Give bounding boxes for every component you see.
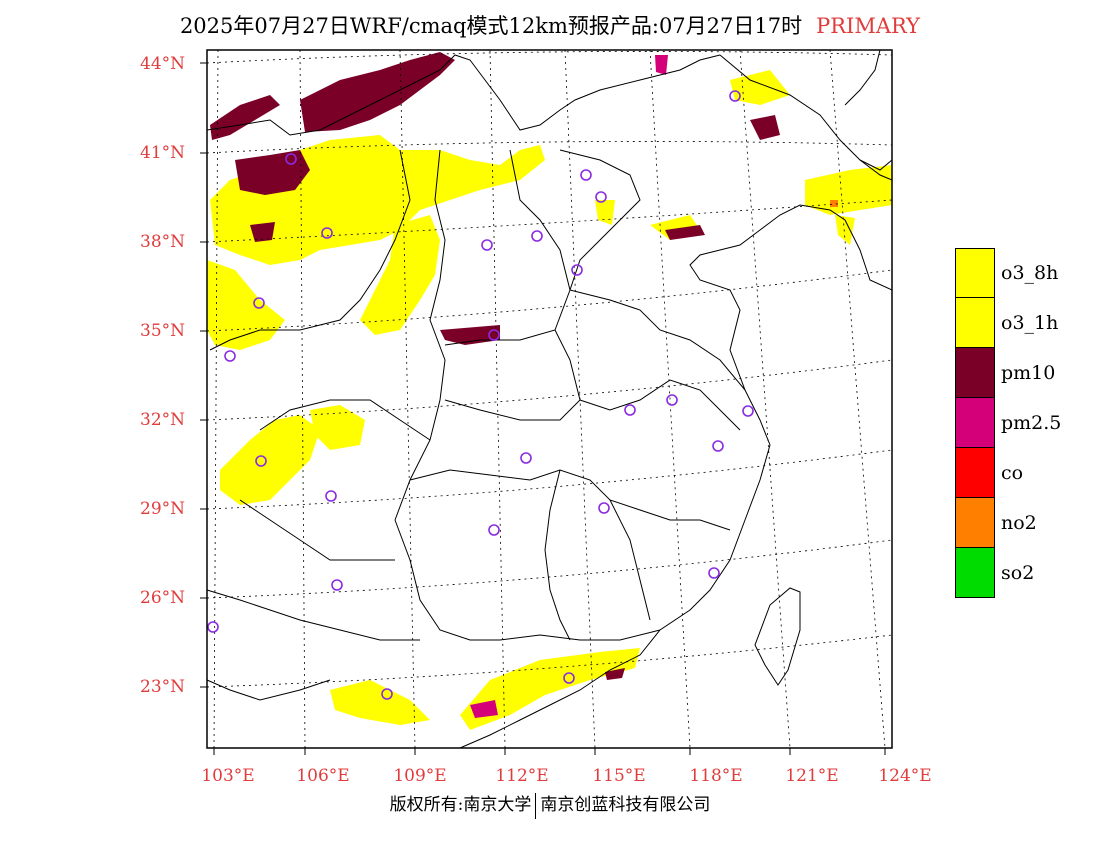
station-marker bbox=[253, 297, 265, 309]
o3-region-korea-south bbox=[835, 215, 855, 245]
station-marker bbox=[580, 169, 592, 181]
station-marker bbox=[321, 227, 333, 239]
lat-label-35: 35°N bbox=[140, 321, 186, 341]
station-marker bbox=[742, 405, 754, 417]
o3-region-west bbox=[207, 260, 285, 350]
legend-swatch bbox=[955, 348, 995, 398]
lon-label-121: 121°E bbox=[785, 766, 839, 786]
station-marker bbox=[520, 452, 532, 464]
station-marker bbox=[325, 490, 337, 502]
footer-separator bbox=[535, 792, 537, 819]
lat-label-32: 32°N bbox=[140, 410, 186, 430]
lon-label-118: 118°E bbox=[689, 766, 743, 786]
pm10-region-mongolia bbox=[300, 52, 455, 132]
legend-swatch bbox=[955, 398, 995, 448]
lon-label-115: 115°E bbox=[592, 766, 646, 786]
station-marker bbox=[563, 672, 575, 684]
station-marker bbox=[595, 191, 607, 203]
pm10-region-hexi bbox=[250, 222, 275, 242]
station-marker bbox=[571, 264, 583, 276]
station-marker bbox=[285, 153, 297, 165]
title-main: 2025年07月27日WRF/cmaq模式12km预报产品:07月27日17时 bbox=[179, 14, 803, 38]
no2-speck bbox=[830, 200, 838, 207]
legend-swatch bbox=[955, 298, 995, 348]
lat-label-38: 38°N bbox=[140, 232, 186, 252]
boundaries bbox=[206, 49, 893, 749]
station-marker bbox=[712, 440, 724, 452]
legend-swatch bbox=[955, 448, 995, 498]
station-marker bbox=[224, 350, 236, 362]
station-marker bbox=[331, 579, 343, 591]
graticule bbox=[206, 49, 893, 749]
station-markers bbox=[207, 90, 754, 700]
o3-region-guangxi bbox=[330, 680, 430, 725]
station-marker bbox=[666, 394, 678, 406]
pm10-region-hebei bbox=[665, 225, 705, 240]
station-marker bbox=[207, 621, 219, 633]
legend-item: pm10 bbox=[955, 348, 1061, 398]
copyright-footer: 版权所有:南京大学 南京创蓝科技有限公司 bbox=[0, 790, 1100, 819]
lat-label-26: 26°N bbox=[140, 588, 186, 608]
legend-item: o3_1h bbox=[955, 298, 1061, 348]
legend-label: so2 bbox=[1001, 562, 1035, 584]
legend-item: co bbox=[955, 448, 1061, 498]
legend-item: o3_8h bbox=[955, 248, 1061, 298]
footer-left: 版权所有:南京大学 bbox=[389, 795, 532, 815]
title-highlight: PRIMARY bbox=[816, 14, 921, 38]
pm10-region-inner bbox=[235, 150, 310, 195]
legend-label: pm10 bbox=[1001, 362, 1056, 384]
legend: o3_8h o3_1h pm10 pm2.5 co no2 so2 bbox=[955, 248, 1061, 598]
pm10-region-south bbox=[605, 668, 625, 680]
lat-label-41: 41°N bbox=[140, 143, 186, 163]
o3-region-beijing bbox=[595, 200, 615, 225]
legend-label: co bbox=[1001, 462, 1024, 484]
o3-region-sichuan bbox=[220, 415, 320, 505]
legend-item: no2 bbox=[955, 498, 1061, 548]
station-marker bbox=[729, 90, 741, 102]
pm25-region-north bbox=[655, 55, 668, 75]
station-marker bbox=[624, 404, 636, 416]
lon-label-112: 112°E bbox=[495, 766, 549, 786]
lon-label-124: 124°E bbox=[878, 766, 932, 786]
o3-region-sichuan-2 bbox=[310, 405, 365, 450]
pm10-region-northwest bbox=[210, 95, 280, 140]
lat-label-29: 29°N bbox=[140, 499, 186, 519]
map-frame bbox=[206, 49, 893, 749]
legend-label: o3_8h bbox=[1001, 262, 1059, 284]
lon-label-103: 103°E bbox=[201, 766, 255, 786]
legend-swatch bbox=[955, 498, 995, 548]
legend-label: o3_1h bbox=[1001, 312, 1059, 334]
station-marker bbox=[481, 239, 493, 251]
legend-label: pm2.5 bbox=[1001, 412, 1062, 434]
legend-item: so2 bbox=[955, 548, 1061, 598]
legend-label: no2 bbox=[1001, 512, 1037, 534]
legend-swatch bbox=[955, 248, 995, 298]
lon-label-106: 106°E bbox=[296, 766, 350, 786]
lon-label-109: 109°E bbox=[393, 766, 447, 786]
station-marker bbox=[531, 230, 543, 242]
o3-region-ordos bbox=[360, 215, 440, 335]
o3-region-korea bbox=[805, 165, 892, 215]
lat-label-23: 23°N bbox=[140, 677, 186, 697]
map-title: 2025年07月27日WRF/cmaq模式12km预报产品:07月27日17时 P… bbox=[0, 10, 1100, 40]
station-marker bbox=[488, 524, 500, 536]
station-marker bbox=[598, 502, 610, 514]
legend-item: pm2.5 bbox=[955, 398, 1061, 448]
footer-right: 南京创蓝科技有限公司 bbox=[540, 795, 711, 815]
pm25-region-guangdong bbox=[470, 700, 498, 718]
axis-ticks bbox=[200, 62, 886, 755]
station-marker bbox=[488, 329, 500, 341]
lat-label-44: 44°N bbox=[140, 54, 186, 74]
station-marker bbox=[708, 567, 720, 579]
pm10-region-liaoning bbox=[750, 115, 780, 140]
o3-region-south-coast bbox=[460, 648, 640, 730]
o3-region-northeast bbox=[730, 70, 790, 105]
legend-swatch bbox=[955, 548, 995, 598]
pollutant-fields bbox=[207, 52, 892, 730]
station-marker bbox=[381, 688, 393, 700]
station-marker bbox=[255, 455, 267, 467]
